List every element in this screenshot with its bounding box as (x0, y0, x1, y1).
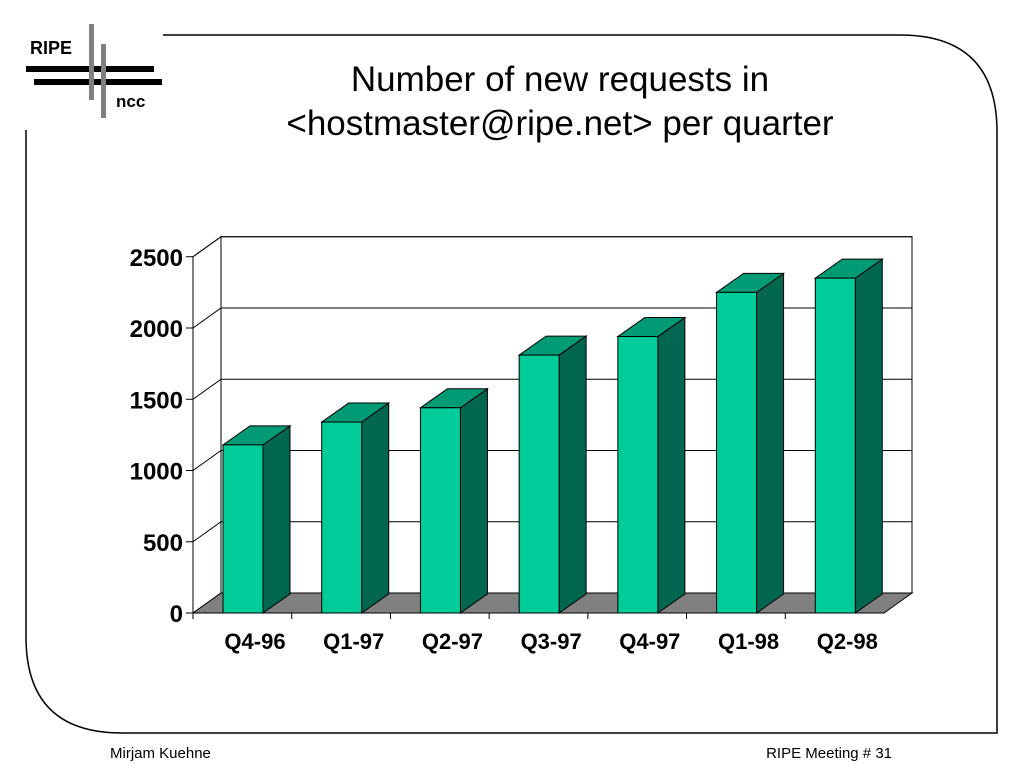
bar-side (558, 335, 587, 614)
bar-front (814, 277, 856, 614)
x-category-label: Q2-97 (422, 629, 483, 654)
x-category-label: Q2-98 (817, 629, 878, 654)
chart-bars (221, 258, 884, 614)
title-line-1: Number of new requests in (350, 60, 770, 99)
ripe-ncc-logo-graphic (26, 24, 162, 118)
bar-front (617, 336, 659, 614)
x-axis-category-labels: Q4-96 Q1-97 Q2-97 Q3-97 Q4-97 Q1-98 Q2-98 (192, 612, 884, 654)
bar-Q2-97 (418, 387, 490, 614)
y-tick-label: 1000 (130, 459, 183, 486)
page-title: Number of new requests in <hostmaster@ri… (180, 58, 940, 146)
bar-side (657, 316, 686, 614)
logo-ripe-text: RIPE (30, 38, 73, 58)
x-category-label: Q3-97 (521, 629, 582, 654)
bar-front (321, 421, 363, 614)
bar-side (262, 424, 291, 614)
bar-Q1-97 (320, 402, 391, 614)
x-category-label: Q1-98 (718, 629, 779, 654)
bar-side (854, 258, 883, 614)
y-tick-label: 500 (143, 530, 183, 557)
logo-ncc-text: ncc (116, 92, 146, 111)
gridline (192, 307, 912, 329)
footer-meeting: RIPE Meeting # 31 (766, 745, 892, 762)
bar-front (716, 291, 758, 614)
slide-border (25, 34, 998, 734)
bar-side (361, 402, 390, 614)
x-category-label: Q4-96 (224, 629, 285, 654)
x-category-label: Q1-97 (323, 629, 384, 654)
chart-side-wall (192, 235, 222, 614)
y-tick-label: 0 (170, 601, 183, 628)
footer-author: Mirjam Kuehne (110, 745, 211, 762)
bar-side (459, 387, 488, 614)
y-axis-tick-labels: 0 500 1000 1500 2000 2500 (130, 245, 194, 628)
y-tick-label: 2000 (130, 316, 183, 343)
bar-front (518, 354, 560, 614)
bar-Q3-97 (517, 335, 588, 614)
bar-Q1-98 (714, 272, 786, 614)
y-tick-label: 2500 (130, 245, 183, 272)
gridline (192, 236, 912, 258)
bar-front (419, 407, 461, 614)
y-tick-label: 1500 (130, 387, 183, 414)
bar-Q4-96 (221, 424, 292, 614)
bar-Q2-98 (813, 258, 884, 614)
bar-front (222, 444, 264, 614)
bar-side (756, 272, 785, 614)
title-line-2: <hostmaster@ripe.net> per quarter (286, 104, 834, 143)
bar-Q4-97 (616, 316, 687, 614)
x-category-label: Q4-97 (619, 629, 680, 654)
